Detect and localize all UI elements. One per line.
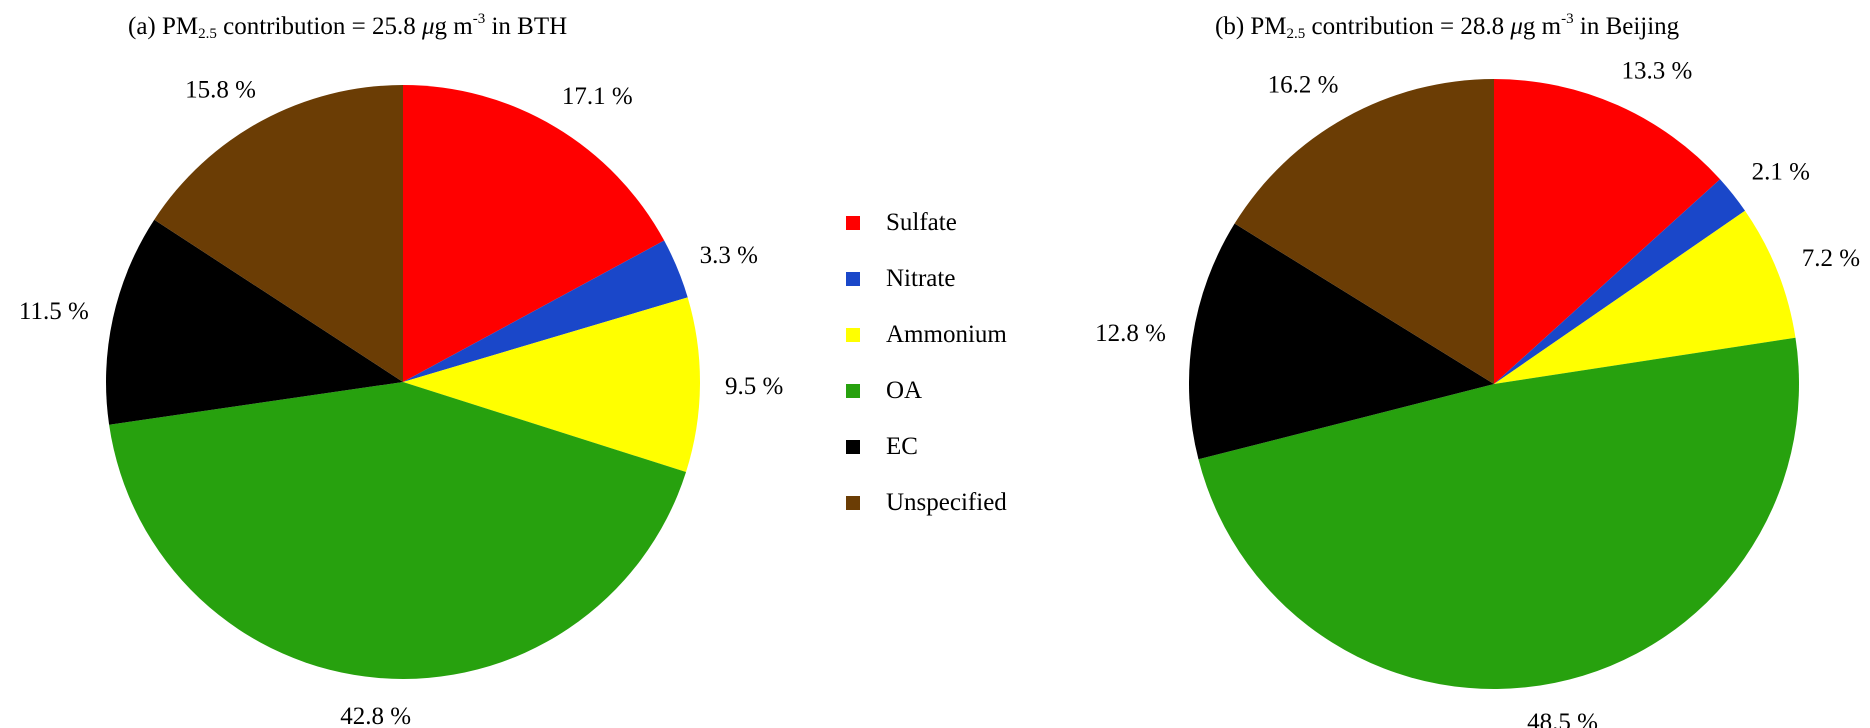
chart-a-title-prefix: (a) PM bbox=[128, 13, 199, 40]
pie-chart-a: 17.1 % 3.3 % 9.5 % 42.8 % 11.5 % 15.8 % bbox=[19, 76, 783, 728]
pie-b-label-sulfate: 13.3 % bbox=[1622, 58, 1693, 85]
pie-a-label-sulfate: 17.1 % bbox=[562, 83, 633, 110]
legend-label-ammonium: Ammonium bbox=[886, 321, 1007, 348]
legend-item-ammonium: Ammonium bbox=[846, 307, 1066, 363]
chart-b-title: (b) PM2.5 contribution = 28.8 μg m-3 in … bbox=[1215, 4, 1679, 49]
pie-a-label-ec: 11.5 % bbox=[19, 298, 89, 325]
pie-b-label-ec: 12.8 % bbox=[1095, 320, 1166, 347]
legend-swatch-ammonium bbox=[846, 328, 860, 342]
legend-swatch-nitrate bbox=[846, 272, 860, 286]
pie-a-slice-nitrate bbox=[403, 240, 688, 382]
legend-swatch-oa bbox=[846, 384, 860, 398]
legend-item-unspecified: Unspecified bbox=[846, 475, 1066, 531]
pie-a-slice-ec bbox=[106, 219, 403, 425]
pie-a-label-ammonium: 9.5 % bbox=[725, 373, 783, 400]
pie-b-slice-nitrate bbox=[1494, 179, 1746, 384]
legend-item-sulfate: Sulfate bbox=[846, 195, 1066, 251]
legend: Sulfate Nitrate Ammonium OA EC Unspecified bbox=[846, 195, 1066, 531]
pie-a-slice-oa bbox=[109, 382, 687, 679]
chart-b-title-superscript: -3 bbox=[1561, 11, 1574, 27]
chart-a-title-superscript: -3 bbox=[472, 11, 486, 27]
pie-b-slice-unspecified bbox=[1234, 79, 1494, 384]
chart-a-title-middle: contribution = 25.8 bbox=[216, 13, 422, 40]
chart-b-title-unit: g m bbox=[1522, 13, 1562, 40]
chart-a-title-unit: g m bbox=[434, 13, 473, 40]
legend-item-ec: EC bbox=[846, 419, 1066, 475]
chart-a-title-mu: μ bbox=[421, 13, 435, 40]
legend-label-oa: OA bbox=[886, 377, 923, 404]
chart-a-title-subscript: 2.5 bbox=[198, 26, 217, 42]
pie-b-label-oa: 48.5 % bbox=[1527, 709, 1598, 728]
legend-label-unspecified: Unspecified bbox=[886, 489, 1007, 516]
legend-label-nitrate: Nitrate bbox=[886, 265, 956, 292]
pie-a-label-nitrate: 3.3 % bbox=[700, 242, 758, 269]
pie-b-slice-sulfate bbox=[1494, 78, 1721, 384]
pie-b-slice-oa bbox=[1198, 337, 1799, 690]
legend-swatch-unspecified bbox=[846, 496, 860, 510]
pie-b-label-ammonium: 7.2 % bbox=[1802, 245, 1860, 272]
legend-label-ec: EC bbox=[886, 433, 918, 460]
pie-b-label-unspecified: 16.2 % bbox=[1268, 72, 1339, 99]
chart-a-title: (a) PM2.5 contribution = 25.8 μg m-3 in … bbox=[128, 4, 567, 49]
chart-b-title-subscript: 2.5 bbox=[1286, 26, 1306, 42]
pie-b-label-nitrate: 2.1 % bbox=[1752, 158, 1810, 185]
pie-a-slice-unspecified bbox=[154, 85, 403, 382]
pie-b-slice-ec bbox=[1188, 223, 1494, 460]
pie-a-slice-sulfate bbox=[403, 85, 665, 382]
legend-swatch-sulfate bbox=[846, 216, 860, 230]
legend-item-oa: OA bbox=[846, 363, 1066, 419]
pie-b-slice-ammonium bbox=[1494, 210, 1796, 384]
chart-b-title-prefix: (b) PM bbox=[1215, 13, 1287, 40]
chart-b-title-mu: μ bbox=[1510, 13, 1523, 40]
chart-b-title-suffix: in Beijing bbox=[1573, 13, 1680, 40]
chart-a-title-suffix: in BTH bbox=[485, 13, 568, 40]
legend-swatch-ec bbox=[846, 440, 860, 454]
pie-chart-b: 13.3 % 2.1 % 7.2 % 48.5 % 12.8 % 16.2 % bbox=[1095, 58, 1860, 728]
pie-a-label-oa: 42.8 % bbox=[340, 703, 411, 728]
pie-a-slice-ammonium bbox=[403, 297, 700, 472]
chart-b-title-middle: contribution = 28.8 bbox=[1305, 13, 1511, 40]
legend-item-nitrate: Nitrate bbox=[846, 251, 1066, 307]
legend-label-sulfate: Sulfate bbox=[886, 209, 957, 236]
pie-a-label-unspecified: 15.8 % bbox=[185, 76, 256, 103]
